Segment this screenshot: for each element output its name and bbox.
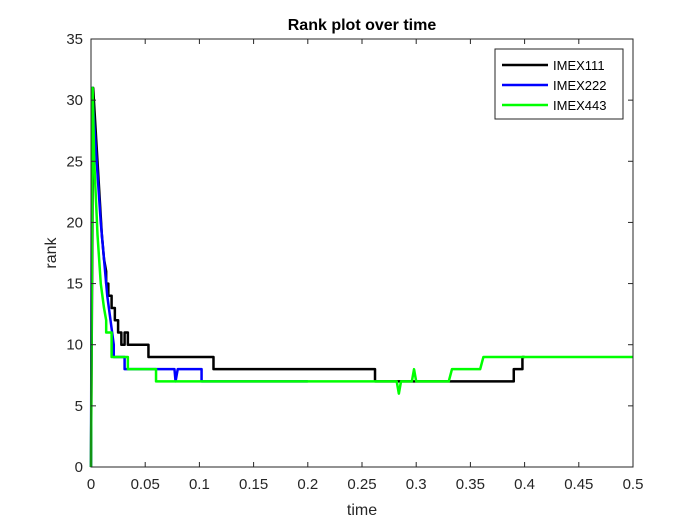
x-tick-label: 0.05 <box>131 476 160 493</box>
y-tick-label: 10 <box>66 337 83 354</box>
y-axis-label: rank <box>43 236 60 268</box>
y-tick-label: 5 <box>75 398 83 415</box>
series-line-imex443 <box>89 86 633 468</box>
x-tick-label: 0.25 <box>347 476 376 493</box>
x-tick-label: 0 <box>87 476 95 493</box>
axis-ticks: 0 0.05 0.1 0.15 0.2 0.25 0.3 0.35 0.4 0.45 0.5 0 5 10… <box>66 31 643 493</box>
x-tick-label: 0.3 <box>406 476 427 493</box>
legend-label-imex111: IMEX111 <box>553 58 605 73</box>
legend: IMEX111 IMEX222 IMEX443 <box>494 48 624 120</box>
x-tick-label: 0.5 <box>623 476 644 493</box>
y-tick-label: 35 <box>66 31 83 48</box>
x-axis-label: time <box>347 502 377 519</box>
legend-items: IMEX111 IMEX222 IMEX443 <box>502 58 606 113</box>
x-tick-label: 0.45 <box>564 476 593 493</box>
y-tick-label: 25 <box>66 153 83 170</box>
y-tick-label: 0 <box>75 459 83 476</box>
y-tick-label: 30 <box>66 92 83 109</box>
series-layer <box>89 86 633 468</box>
x-tick-label: 0.1 <box>189 476 210 493</box>
chart-title: Rank plot over time <box>288 17 437 34</box>
legend-label-imex443: IMEX443 <box>553 98 606 113</box>
legend-label-imex222: IMEX222 <box>553 78 606 93</box>
x-tick-label: 0.4 <box>514 476 535 493</box>
y-tick-label: 15 <box>66 276 83 293</box>
x-tick-label: 0.2 <box>297 476 318 493</box>
y-tick-label: 20 <box>66 214 83 231</box>
x-tick-label: 0.15 <box>239 476 268 493</box>
x-tick-label: 0.35 <box>456 476 485 493</box>
